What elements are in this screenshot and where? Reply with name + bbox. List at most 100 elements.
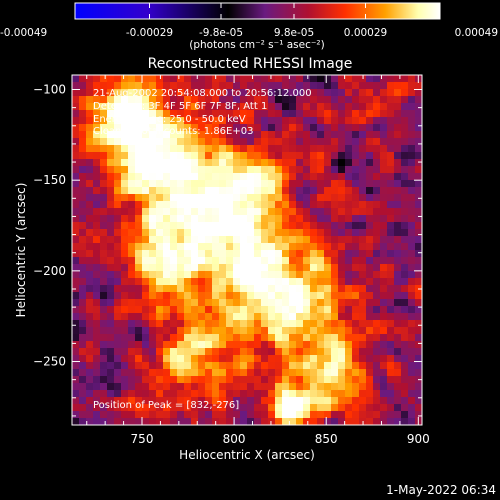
heatmap-cell <box>212 124 220 132</box>
heatmap-cell <box>72 103 80 111</box>
heatmap-cell <box>366 397 374 405</box>
heatmap-cell <box>296 103 304 111</box>
heatmap-cell <box>282 82 290 90</box>
heatmap-cell <box>79 187 87 195</box>
heatmap-cell <box>93 306 101 314</box>
heatmap-cell <box>163 390 171 398</box>
heatmap-cell <box>289 208 297 216</box>
heatmap-cell <box>366 390 374 398</box>
heatmap-cell <box>345 397 353 405</box>
heatmap-cell <box>275 117 283 125</box>
heatmap-cell <box>114 320 122 328</box>
heatmap-cell <box>170 320 178 328</box>
heatmap-cell <box>408 110 416 118</box>
heatmap-cell <box>408 411 416 419</box>
heatmap-cell <box>86 145 94 153</box>
heatmap-cell <box>296 334 304 342</box>
heatmap-cell <box>352 327 360 335</box>
heatmap-cell <box>324 355 332 363</box>
heatmap-cell <box>170 103 178 111</box>
heatmap-cell <box>170 75 178 83</box>
heatmap-cell <box>331 383 339 391</box>
heatmap-cell <box>107 187 115 195</box>
heatmap-cell <box>149 306 157 314</box>
heatmap-cell <box>191 194 199 202</box>
heatmap-cell <box>303 299 311 307</box>
heatmap-cell <box>408 313 416 321</box>
heatmap-cell <box>205 201 213 209</box>
heatmap-cell <box>310 306 318 314</box>
heatmap-cell <box>247 201 255 209</box>
heatmap-cell <box>380 229 388 237</box>
heatmap-cell <box>380 313 388 321</box>
heatmap-cell <box>401 250 409 258</box>
heatmap-cell <box>387 194 395 202</box>
heatmap-cell <box>331 96 339 104</box>
heatmap-cell <box>373 229 381 237</box>
heatmap-cell <box>408 327 416 335</box>
heatmap-cell <box>345 110 353 118</box>
heatmap-cell <box>184 145 192 153</box>
heatmap-cell <box>233 411 241 419</box>
heatmap-cell <box>352 271 360 279</box>
heatmap-cell <box>86 201 94 209</box>
heatmap-cell <box>177 82 185 90</box>
heatmap-cell <box>135 313 143 321</box>
heatmap-cell <box>303 117 311 125</box>
heatmap-cell <box>401 411 409 419</box>
heatmap-cell <box>233 257 241 265</box>
heatmap-cell <box>401 201 409 209</box>
heatmap-cell <box>121 110 129 118</box>
heatmap-cell <box>310 278 318 286</box>
heatmap-cell <box>310 397 318 405</box>
heatmap-cell <box>261 82 269 90</box>
heatmap-cell <box>177 320 185 328</box>
heatmap-cell <box>205 117 213 125</box>
heatmap-cell <box>205 383 213 391</box>
heatmap-cell <box>135 362 143 370</box>
heatmap-cell <box>352 110 360 118</box>
heatmap-cell <box>86 103 94 111</box>
heatmap-cell <box>310 194 318 202</box>
heatmap-cell <box>240 348 248 356</box>
heatmap-cell <box>163 124 171 132</box>
heatmap-cell <box>128 201 136 209</box>
annotation-energy-range: Energy Range: 25.0 - 50.0 keV <box>93 114 246 125</box>
heatmap-cell <box>198 257 206 265</box>
heatmap-cell <box>352 257 360 265</box>
heatmap-cell <box>282 173 290 181</box>
heatmap-cell <box>72 320 80 328</box>
heatmap-cell <box>212 138 220 146</box>
heatmap-cell <box>247 229 255 237</box>
heatmap-cell <box>296 404 304 412</box>
heatmap-cell <box>247 173 255 181</box>
heatmap-cell <box>289 362 297 370</box>
heatmap-cell <box>156 159 164 167</box>
heatmap-cell <box>282 159 290 167</box>
heatmap-cell <box>247 117 255 125</box>
heatmap-cell <box>163 243 171 251</box>
heatmap-cell <box>296 187 304 195</box>
heatmap-cell <box>121 180 129 188</box>
heatmap-cell <box>247 180 255 188</box>
heatmap-cell <box>191 264 199 272</box>
heatmap-cell <box>135 201 143 209</box>
heatmap-cell <box>198 131 206 139</box>
heatmap-cell <box>331 334 339 342</box>
heatmap-cell <box>93 110 101 118</box>
heatmap-cell <box>289 320 297 328</box>
heatmap-cell <box>275 103 283 111</box>
heatmap-cell <box>394 278 402 286</box>
heatmap-cell <box>352 236 360 244</box>
heatmap-cell <box>142 117 150 125</box>
heatmap-cell <box>240 362 248 370</box>
heatmap-cell <box>184 376 192 384</box>
heatmap-cell <box>163 110 171 118</box>
heatmap-cell <box>345 250 353 258</box>
heatmap-cell <box>303 278 311 286</box>
heatmap-cell <box>184 285 192 293</box>
heatmap-cell <box>303 159 311 167</box>
heatmap-cell <box>184 75 192 83</box>
heatmap-cell <box>142 362 150 370</box>
heatmap-cell <box>79 75 87 83</box>
